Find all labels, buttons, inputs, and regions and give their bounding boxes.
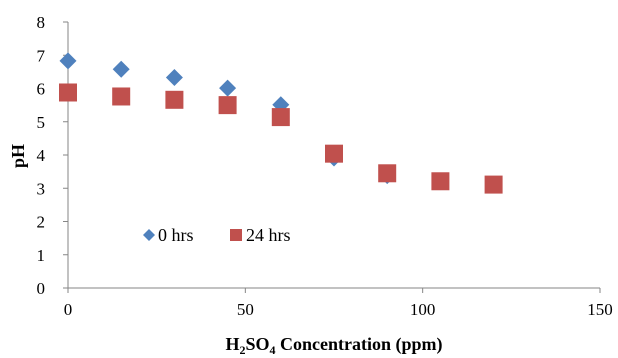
- y-tick-label: 2: [37, 213, 46, 232]
- data-point-diamond: [112, 60, 130, 78]
- x-tick-label: 100: [410, 300, 436, 319]
- legend-square-marker: [230, 229, 242, 241]
- y-tick-label: 5: [37, 113, 46, 132]
- y-tick-label: 1: [37, 246, 46, 265]
- y-tick-label: 0: [37, 279, 46, 298]
- y-tick-label: 3: [37, 179, 46, 198]
- y-axis-title: pH: [8, 144, 28, 168]
- x-tick-label: 0: [64, 300, 73, 319]
- legend-item-24-hrs: 24 hrs: [230, 225, 291, 245]
- x-tick-label: 50: [237, 300, 254, 319]
- legend-label-0-hrs: 0 hrs: [158, 225, 194, 245]
- x-axis-title: H2SO4 Concentration (ppm): [225, 334, 442, 357]
- x-axis-ticks: 0 50 100 150: [64, 288, 613, 319]
- y-tick-label: 6: [37, 80, 46, 99]
- legend: 0 hrs 24 hrs: [143, 225, 291, 245]
- data-point-diamond: [219, 79, 237, 97]
- legend-diamond-marker: [143, 229, 155, 241]
- y-axis-ticks: 0 1 2 3 4 5 6 7 8: [37, 13, 68, 298]
- data-point-diamond: [59, 52, 77, 70]
- data-point-square: [271, 108, 290, 127]
- x-title-h: H: [225, 334, 239, 354]
- y-tick-label: 7: [37, 46, 46, 65]
- series-layer: [59, 52, 503, 194]
- data-point-square: [378, 164, 397, 183]
- data-point-square: [431, 172, 450, 191]
- y-tick-label: 8: [37, 13, 46, 32]
- x-title-sub-2: 2: [240, 343, 246, 357]
- data-point-square: [218, 96, 237, 115]
- y-tick-label: 4: [37, 146, 46, 165]
- legend-item-0-hrs: 0 hrs: [143, 225, 194, 245]
- x-tick-label: 150: [587, 300, 613, 319]
- x-title-rest: Concentration (ppm): [276, 334, 443, 355]
- data-point-square: [325, 144, 343, 163]
- legend-label-24-hrs: 24 hrs: [246, 225, 291, 245]
- x-title-sub-4: 4: [270, 343, 276, 357]
- data-point-square: [112, 87, 131, 106]
- data-point-square: [165, 90, 184, 109]
- series-1: [59, 83, 503, 194]
- x-title-so: SO: [246, 334, 270, 354]
- data-point-diamond: [165, 69, 183, 87]
- data-point-square: [484, 175, 503, 194]
- data-point-square: [59, 83, 77, 102]
